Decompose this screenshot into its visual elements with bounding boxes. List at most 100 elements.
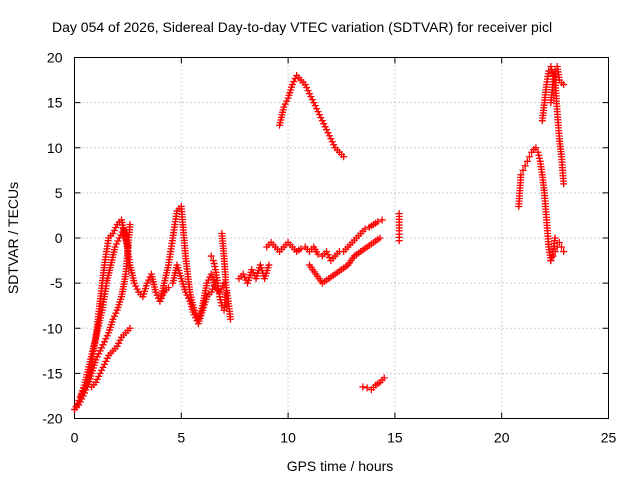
data-point-interp [317, 114, 325, 122]
data-point [226, 315, 234, 323]
data-point-interp [93, 353, 101, 361]
data-point [130, 279, 138, 287]
data-point [100, 360, 108, 368]
series-arc-early-1 [71, 216, 172, 413]
data-point [310, 99, 318, 107]
data-point [209, 257, 217, 265]
data-point [280, 103, 288, 111]
data-point [314, 108, 322, 116]
series-arc-mid-5 [235, 261, 273, 287]
data-point [551, 248, 559, 256]
data-point-interp [307, 93, 315, 101]
series-arc-early-2 [71, 220, 134, 413]
data-point-interp [320, 120, 328, 128]
series-arc-mid-10 [395, 210, 403, 245]
data-point-interp [548, 66, 556, 74]
y-tick-label: -5 [50, 275, 63, 291]
data-point-interp [112, 223, 120, 231]
data-point [519, 166, 527, 174]
series-arc-mid-4 [218, 229, 234, 323]
data-point [560, 248, 568, 256]
data-point-interp [321, 123, 329, 131]
data-point [115, 234, 123, 242]
data-point [323, 248, 331, 256]
data-point [248, 266, 256, 274]
data-point-interp [308, 96, 316, 104]
data-point [363, 384, 371, 392]
x-tick-label: 25 [601, 430, 617, 446]
series-arc-late-4 [547, 239, 568, 265]
data-point [265, 261, 273, 269]
data-point [555, 239, 563, 247]
data-point-interp [103, 354, 111, 362]
data-point-interp [291, 75, 299, 83]
data-point-interp [133, 285, 141, 293]
data-point-interp [330, 141, 338, 149]
data-point [380, 374, 388, 382]
data-point-interp [116, 336, 124, 344]
grid [74, 57, 609, 419]
data-point-interp [102, 335, 110, 343]
data-point-interp [76, 398, 84, 406]
data-point [190, 311, 198, 319]
data-point [207, 252, 215, 260]
data-point [551, 234, 559, 242]
data-point-interp [281, 100, 289, 108]
data-point-interp [112, 309, 120, 317]
y-tick-label: -20 [42, 411, 62, 427]
data-point [378, 216, 386, 224]
data-point [327, 135, 335, 143]
y-tick-label: -15 [42, 365, 62, 381]
data-point-interp [211, 263, 219, 271]
data-point [182, 288, 190, 296]
x-tick-label: 0 [71, 430, 79, 446]
data-point-interp [184, 294, 192, 302]
data-point [96, 347, 104, 355]
data-point [314, 250, 322, 258]
data-point-interp [114, 237, 122, 245]
data-point-interp [103, 332, 111, 340]
axis-ticks: 0 5 10 15 20 25 20 15 10 5 0 -5 -10 -15 -20 [42, 50, 616, 446]
data-point [549, 252, 557, 260]
data-point [109, 229, 117, 237]
series-arc-late-2 [538, 63, 568, 188]
data-point-interp [93, 375, 101, 383]
data-point [374, 218, 382, 226]
data-point [376, 234, 384, 242]
data-point-interp [303, 84, 311, 92]
data-point [92, 378, 100, 386]
data-point [113, 342, 121, 350]
data-point-interp [113, 240, 121, 248]
x-axis-label: GPS time / hours [287, 458, 394, 474]
data-point [143, 279, 151, 287]
data-point [152, 288, 160, 296]
data-point-interp [209, 285, 217, 293]
data-point-interp [110, 312, 118, 320]
series-arc-mid-2 [169, 261, 219, 328]
y-tick-label: 0 [55, 230, 63, 246]
data-point-interp [535, 151, 543, 159]
data-point [126, 220, 134, 228]
data-point [525, 153, 533, 161]
data-point [547, 63, 555, 71]
y-tick-label: 20 [47, 50, 63, 66]
data-point [75, 401, 83, 409]
data-point-interp [325, 132, 333, 140]
data-point [359, 383, 367, 391]
data-point [560, 81, 568, 89]
series-arc-mid-7 [305, 234, 384, 287]
x-tick-label: 15 [387, 430, 403, 446]
data-point-interp [95, 350, 103, 358]
series-arc-early-3 [77, 225, 132, 400]
data-point-interp [98, 344, 106, 352]
data-point-interp [311, 102, 319, 110]
data-point [96, 369, 104, 377]
data-points [71, 63, 568, 413]
data-point-interp [324, 251, 332, 259]
data-point [126, 324, 134, 332]
data-point-interp [115, 339, 123, 347]
series-arc-mid-8 [276, 72, 348, 161]
data-point-interp [145, 276, 153, 284]
data-point [111, 243, 119, 251]
